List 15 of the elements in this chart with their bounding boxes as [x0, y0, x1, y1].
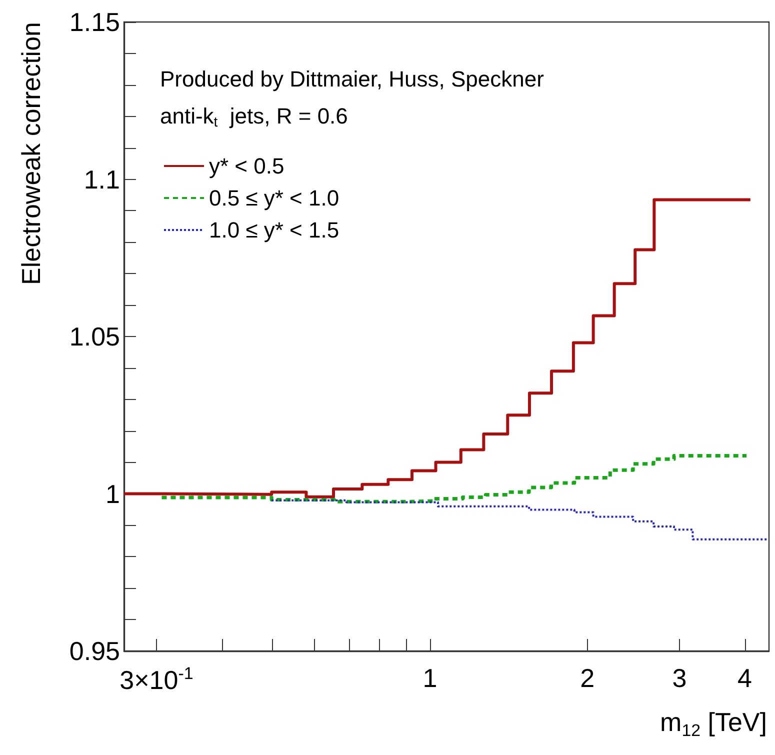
x-tick-label: 1	[422, 663, 438, 693]
x-tick-label: 2	[580, 663, 595, 693]
y-tick-label: 0.95	[69, 636, 120, 666]
annotation: Produced by Dittmaier, Huss, Speckner	[160, 66, 544, 92]
y-tick-label: 1.1	[84, 164, 120, 194]
legend-label: 0.5 ≤ y* < 1.0	[209, 186, 340, 210]
y-axis-title: Electroweak correction	[16, 22, 46, 285]
y-tick-label: 1.05	[69, 322, 120, 352]
legend-label: 1.0 ≤ y* < 1.5	[209, 218, 340, 242]
x-tick-label: 3	[672, 663, 687, 693]
legend-label: y* < 0.5	[209, 154, 284, 178]
x-tick-label: 4	[738, 663, 752, 693]
y-tick-label: 1.15	[69, 7, 120, 37]
x-axis-title: m$_{12}$ [TeV]	[660, 707, 767, 740]
y-tick-label: 1	[106, 478, 120, 509]
